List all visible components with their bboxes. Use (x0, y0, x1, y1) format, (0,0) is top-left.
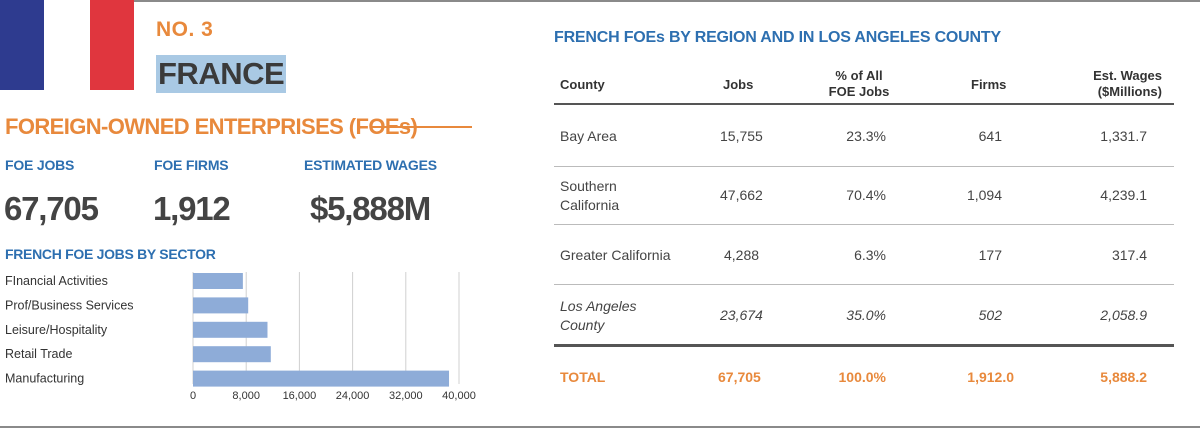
cell-pct: 70.4% (846, 187, 886, 203)
header-wages: Est. Wages ($Millions) (1054, 68, 1162, 100)
total-pct: 100.0% (838, 369, 886, 385)
foe-heading: FOREIGN-OWNED ENTERPRISES (FOEs) (5, 114, 418, 139)
bar (193, 370, 450, 387)
header-pct: % of All FOE Jobs (811, 68, 907, 100)
cell-jobs: 4,288 (724, 247, 760, 263)
total-wages: 5,888.2 (1100, 369, 1147, 385)
sector-chart-title: FRENCH FOE JOBS BY SECTOR (5, 246, 216, 262)
cell-jobs: 15,755 (720, 128, 763, 144)
bar (193, 346, 271, 363)
cell-jobs: 47,662 (720, 187, 763, 203)
stat-label-estimated-wages: ESTIMATED WAGES (304, 157, 437, 173)
cell-pct: 6.3% (854, 247, 886, 263)
cell-county-line2: California (560, 197, 620, 213)
stat-label-foe-jobs: FOE JOBS (5, 157, 75, 173)
x-tick-label: 40,000 (442, 390, 476, 402)
country-name: FRANCE (156, 55, 287, 93)
bar (193, 273, 243, 289)
x-tick-label: 16,000 (283, 390, 317, 402)
category-label: Leisure/Hospitality (5, 323, 108, 337)
category-label: Prof/Business Services (5, 298, 134, 312)
header-pct-line1: % of All (835, 68, 883, 83)
cell-county: Greater California (560, 247, 671, 263)
cell-county-line1: Los Angeles (560, 298, 637, 314)
flag-red-stripe (90, 0, 134, 90)
cell-pct: 35.0% (846, 307, 886, 323)
top-border (0, 0, 1200, 2)
cell-wages: 4,239.1 (1100, 187, 1147, 203)
category-label: Manufacturing (5, 372, 84, 386)
flag-white-stripe (44, 0, 90, 90)
header-pct-line2: FOE Jobs (828, 84, 890, 99)
total-label: TOTAL (560, 369, 606, 385)
cell-pct: 23.3% (846, 128, 886, 144)
france-flag-icon (0, 0, 134, 90)
total-rule (554, 344, 1174, 347)
table-title: FRENCH FOEs BY REGION AND IN LOS ANGELES… (554, 29, 1001, 46)
category-label: FInancial Activities (5, 274, 108, 288)
heading-rule (372, 126, 472, 128)
x-tick-label: 0 (190, 390, 196, 402)
x-tick-label: 32,000 (389, 390, 423, 402)
row-divider (554, 166, 1174, 167)
cell-firms: 1,094 (966, 187, 1002, 203)
stat-label-foe-firms: FOE FIRMS (154, 157, 229, 173)
cell-wages: 317.4 (1111, 247, 1147, 263)
header-wages-line1: Est. Wages (1093, 68, 1162, 83)
cell-wages: 2,058.9 (1100, 307, 1147, 323)
cell-wages: 1,331.7 (1100, 128, 1147, 144)
flag-blue-stripe (0, 0, 44, 90)
header-county: County (560, 77, 605, 92)
cell-firms: 502 (978, 307, 1002, 323)
region-table: County Jobs % of All FOE Jobs Firms Est.… (554, 0, 1174, 430)
x-tick-label: 8,000 (232, 390, 260, 402)
stat-value-foe-firms: 1,912 (153, 190, 231, 227)
total-jobs: 67,705 (718, 369, 761, 385)
bar (193, 321, 268, 338)
cell-county: Bay Area (560, 128, 617, 144)
bottom-border (0, 426, 1200, 428)
cell-firms: 177 (978, 247, 1002, 263)
sector-bar-chart: 0 8,000 16,000 24,000 32,000 40,000 FInancial … (5, 272, 476, 402)
cell-firms: 641 (978, 128, 1002, 144)
header-firms: Firms (971, 77, 1007, 92)
total-firms: 1,912.0 (967, 369, 1014, 385)
cell-jobs: 23,674 (720, 307, 763, 323)
stat-value-estimated-wages: $5,888M (310, 190, 431, 227)
category-label: Retail Trade (5, 347, 72, 361)
cell-county: Southern California (560, 177, 619, 215)
stat-value-foe-jobs: 67,705 (4, 190, 99, 227)
cell-county: Los Angeles County (560, 297, 637, 335)
header-wages-line2: ($Millions) (1097, 84, 1162, 99)
row-divider (554, 224, 1174, 225)
x-tick-label: 24,000 (336, 390, 370, 402)
row-divider (554, 284, 1174, 285)
header-jobs: Jobs (723, 77, 754, 92)
rank-number: NO. 3 (156, 18, 214, 41)
cell-county-line1: Southern (560, 178, 617, 194)
cell-county-line2: County (560, 317, 605, 333)
header-rule (554, 103, 1174, 105)
bar (193, 297, 249, 314)
